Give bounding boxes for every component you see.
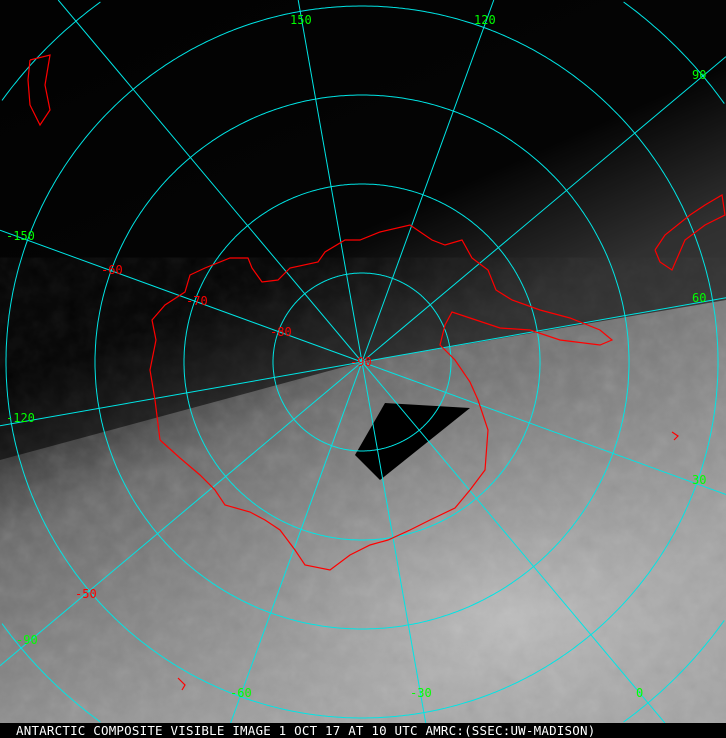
latitude-label: -90 xyxy=(350,355,372,369)
meridian-line xyxy=(361,361,666,723)
longitude-label: -30 xyxy=(410,686,432,700)
latitude-circle xyxy=(94,94,630,630)
longitude-label: 60 xyxy=(692,291,706,305)
latitude-circle xyxy=(5,5,719,719)
island-coastline xyxy=(671,431,679,441)
longitude-label: -150 xyxy=(6,229,35,243)
meridian-line xyxy=(57,0,363,363)
image-caption: ANTARCTIC COMPOSITE VISIBLE IMAGE 1 OCT … xyxy=(0,723,726,738)
longitude-label: 120 xyxy=(474,13,496,27)
latitude-circle xyxy=(272,272,452,452)
longitude-label: 0 xyxy=(636,686,643,700)
grid-labels: 150 120 90 60 30 0 -30 -60 -90 -120 -150 -50 -60 -70 -… xyxy=(6,13,706,700)
cloud-texture xyxy=(0,300,726,723)
coastlines xyxy=(27,54,726,691)
latitude-label: -60 xyxy=(101,263,123,277)
night-region xyxy=(0,0,726,460)
meridian-line xyxy=(361,361,427,723)
missing-data-wedge xyxy=(355,403,470,480)
peninsula-coastline xyxy=(654,194,726,271)
meridian-line xyxy=(0,361,363,427)
longitude-label: 90 xyxy=(692,68,706,82)
meridian-line xyxy=(361,361,726,495)
meridian-line xyxy=(361,0,495,363)
longitude-label: 150 xyxy=(290,13,312,27)
longitude-label: 30 xyxy=(692,473,706,487)
meridian-line xyxy=(0,361,363,667)
map-canvas: 150 120 90 60 30 0 -30 -60 -90 -120 -150 -50 -60 -70 -… xyxy=(0,0,726,723)
graticule xyxy=(0,0,726,723)
longitude-label: -90 xyxy=(16,633,38,647)
longitude-label: -60 xyxy=(230,686,252,700)
latitude-label: -80 xyxy=(270,325,292,339)
island-coastline xyxy=(177,677,186,691)
longitude-label: -120 xyxy=(6,411,35,425)
meridian-line xyxy=(361,56,726,363)
latitude-label: -50 xyxy=(75,587,97,601)
latitude-label: -70 xyxy=(186,294,208,308)
meridian-line xyxy=(361,297,726,363)
island-coastline xyxy=(27,54,51,127)
meridian-line xyxy=(230,361,363,723)
antarctica-coastline xyxy=(149,224,614,571)
meridian-line xyxy=(297,0,363,363)
latitude-circle xyxy=(183,183,541,541)
latitude-circle xyxy=(1,1,725,723)
meridian-line xyxy=(0,229,363,363)
